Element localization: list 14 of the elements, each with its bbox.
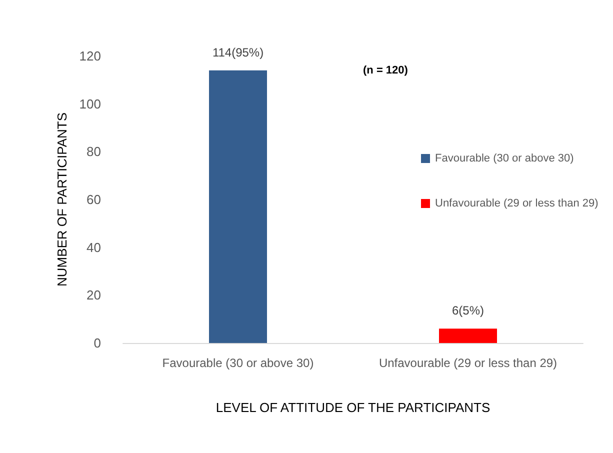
y-tick-label: 40 — [86, 240, 101, 255]
legend-label: Unfavourable (29 or less than 29) — [435, 198, 598, 210]
y-tick-label: 20 — [86, 288, 101, 303]
data-label: 114(95%) — [212, 45, 264, 60]
y-tick-label: 120 — [79, 48, 101, 64]
data-label: 6(5%) — [452, 304, 484, 318]
y-tick-label: 100 — [79, 96, 101, 112]
y-tick-label: 60 — [86, 192, 101, 207]
legend-label: Favourable (30 or above 30) — [435, 152, 574, 164]
y-tick-label: 80 — [86, 144, 101, 160]
y-tick-label: 0 — [94, 336, 101, 350]
annotation: (n = 120) — [363, 64, 408, 76]
y-axis-title: NUMBER OF PARTICIPANTS — [54, 112, 70, 287]
x-axis-title: LEVEL OF ATTITUDE OF THE PARTICIPANTS — [216, 400, 490, 415]
